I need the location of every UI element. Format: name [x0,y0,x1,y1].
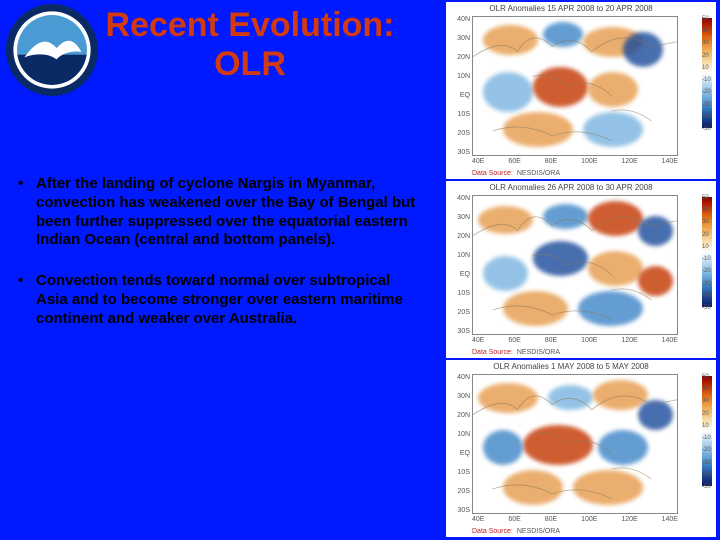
data-source-value: NESDIS/ORA [517,349,560,356]
map-area [472,195,678,335]
y-axis: 40N30N20N10NEQ10S20S30S [448,16,470,156]
coastline [473,17,677,156]
data-source: Data Source: NESDIS/ORA [472,170,560,177]
data-source-value: NESDIS/ORA [517,170,560,177]
bullet-text: Convection tends toward normal over subt… [36,272,418,328]
coastline [473,375,677,514]
map-area [472,16,678,156]
y-axis: 40N30N20N10NEQ10S20S30S [448,195,470,335]
colorbar-labels: 5040302010-10-20-30-40-50 [698,195,700,309]
bullet-marker: • [18,272,36,328]
bullet-item: •Convection tends toward normal over sub… [18,272,418,328]
data-source: Data Source: NESDIS/ORA [472,528,560,535]
map-area [472,374,678,514]
colorbar [702,18,712,128]
bullet-item: •After the landing of cyclone Nargis in … [18,175,418,250]
x-axis: 40E60E80E100E120E140E [472,337,678,347]
colorbar [702,376,712,486]
panel-title: OLR Anomalies 15 APR 2008 to 20 APR 2008 [446,4,696,13]
coastline [473,196,677,335]
colorbar [702,197,712,307]
bullet-text: After the landing of cyclone Nargis in M… [36,175,418,250]
data-source-label: Data Source: [472,170,513,177]
y-axis: 40N30N20N10NEQ10S20S30S [448,374,470,514]
colorbar-labels: 5040302010-10-20-30-40-50 [698,16,700,130]
x-axis: 40E60E80E100E120E140E [472,516,678,526]
x-axis: 40E60E80E100E120E140E [472,158,678,168]
panel-title: OLR Anomalies 26 APR 2008 to 30 APR 2008 [446,183,696,192]
noaa-logo [6,4,98,96]
data-source-value: NESDIS/ORA [517,528,560,535]
slide-title: Recent Evolution: OLR [100,6,400,84]
bullet-marker: • [18,175,36,250]
colorbar-labels: 5040302010-10-20-30-40-50 [698,374,700,488]
data-source-label: Data Source: [472,349,513,356]
olr-map-panel: OLR Anomalies 1 MAY 2008 to 5 MAY 2008 40… [446,360,716,537]
bullet-list: •After the landing of cyclone Nargis in … [18,175,418,350]
map-panels: OLR Anomalies 15 APR 2008 to 20 APR 2008… [446,2,716,537]
olr-map-panel: OLR Anomalies 26 APR 2008 to 30 APR 2008… [446,181,716,358]
panel-title: OLR Anomalies 1 MAY 2008 to 5 MAY 2008 [446,362,696,371]
olr-map-panel: OLR Anomalies 15 APR 2008 to 20 APR 2008… [446,2,716,179]
data-source: Data Source: NESDIS/ORA [472,349,560,356]
data-source-label: Data Source: [472,528,513,535]
